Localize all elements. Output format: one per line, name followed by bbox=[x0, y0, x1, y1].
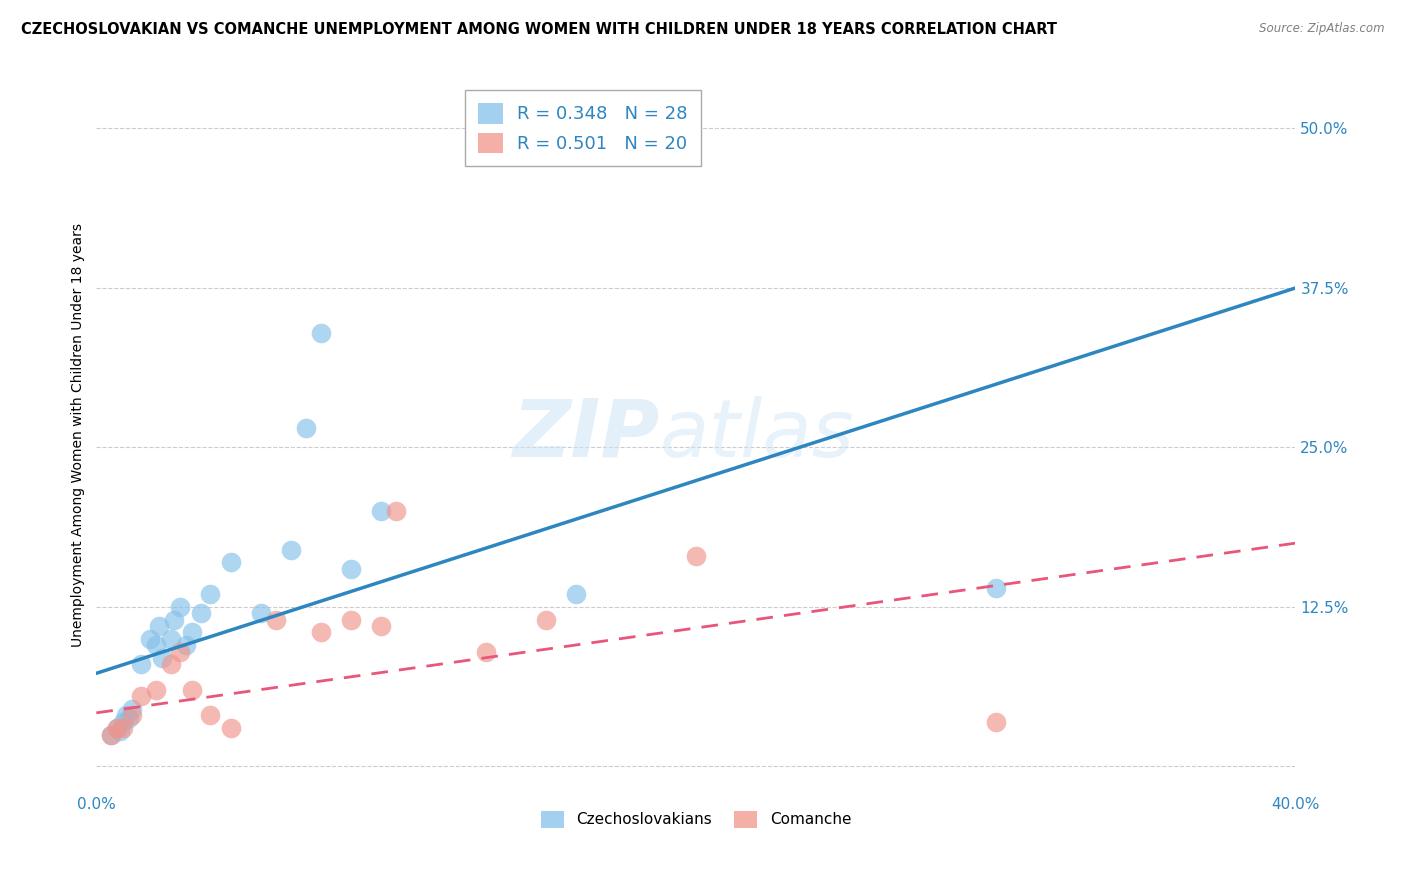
Point bbox=[121, 702, 143, 716]
Text: CZECHOSLOVAKIAN VS COMANCHE UNEMPLOYMENT AMONG WOMEN WITH CHILDREN UNDER 18 YEAR: CZECHOSLOVAKIAN VS COMANCHE UNEMPLOYMENT… bbox=[21, 22, 1057, 37]
Point bbox=[110, 723, 132, 738]
Point bbox=[160, 657, 183, 672]
Point bbox=[115, 708, 138, 723]
Point bbox=[105, 721, 128, 735]
Point bbox=[370, 504, 392, 518]
Point bbox=[280, 542, 302, 557]
Point bbox=[105, 721, 128, 735]
Point bbox=[174, 638, 197, 652]
Point bbox=[340, 562, 363, 576]
Point bbox=[131, 690, 153, 704]
Point bbox=[163, 613, 186, 627]
Point bbox=[385, 504, 408, 518]
Point bbox=[145, 638, 167, 652]
Point bbox=[169, 599, 191, 614]
Point bbox=[169, 645, 191, 659]
Point bbox=[181, 682, 204, 697]
Point bbox=[340, 613, 363, 627]
Point bbox=[475, 645, 498, 659]
Point bbox=[534, 613, 557, 627]
Point bbox=[295, 421, 318, 435]
Point bbox=[685, 549, 707, 563]
Point bbox=[100, 727, 122, 741]
Point bbox=[112, 714, 135, 729]
Point bbox=[984, 581, 1007, 595]
Point bbox=[309, 326, 332, 340]
Point bbox=[219, 555, 242, 569]
Point bbox=[200, 708, 222, 723]
Legend: Czechoslovakians, Comanche: Czechoslovakians, Comanche bbox=[534, 805, 858, 834]
Point bbox=[250, 607, 273, 621]
Point bbox=[309, 625, 332, 640]
Point bbox=[118, 711, 141, 725]
Point bbox=[150, 651, 173, 665]
Point bbox=[565, 587, 588, 601]
Point bbox=[112, 721, 135, 735]
Text: ZIP: ZIP bbox=[513, 396, 659, 474]
Point bbox=[984, 714, 1007, 729]
Point bbox=[121, 708, 143, 723]
Point bbox=[148, 619, 170, 633]
Point bbox=[200, 587, 222, 601]
Point bbox=[145, 682, 167, 697]
Point bbox=[264, 613, 287, 627]
Point bbox=[181, 625, 204, 640]
Text: atlas: atlas bbox=[659, 396, 855, 474]
Point bbox=[139, 632, 162, 646]
Point bbox=[370, 619, 392, 633]
Point bbox=[190, 607, 212, 621]
Point bbox=[219, 721, 242, 735]
Text: Source: ZipAtlas.com: Source: ZipAtlas.com bbox=[1260, 22, 1385, 36]
Point bbox=[131, 657, 153, 672]
Y-axis label: Unemployment Among Women with Children Under 18 years: Unemployment Among Women with Children U… bbox=[72, 223, 86, 647]
Point bbox=[160, 632, 183, 646]
Point bbox=[100, 727, 122, 741]
